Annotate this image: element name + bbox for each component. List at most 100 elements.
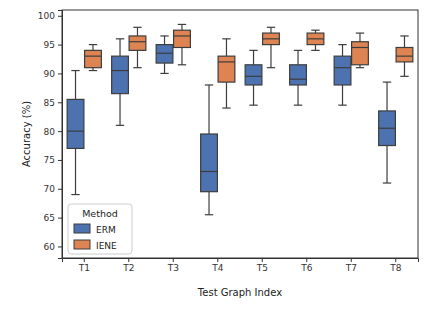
- cap-low: [311, 50, 319, 51]
- cap-high: [356, 32, 364, 33]
- median: [129, 41, 146, 42]
- y-tick-mark: [58, 102, 62, 103]
- whisker-low: [253, 85, 254, 105]
- whisker-low: [164, 63, 165, 73]
- box: [307, 30, 324, 50]
- box: [156, 36, 173, 73]
- whisker-high: [297, 50, 298, 64]
- y-tick: 100: [38, 11, 62, 21]
- cap-high: [338, 44, 346, 45]
- box-body: [201, 134, 218, 192]
- y-tick-label: 80: [44, 126, 56, 136]
- x-tick: T6: [300, 258, 312, 273]
- median: [396, 56, 413, 57]
- x-tick: T2: [122, 258, 134, 273]
- y-tick: 95: [44, 40, 62, 50]
- y-tick-mark: [58, 16, 62, 17]
- frame: [62, 10, 418, 258]
- y-tick-mark: [58, 160, 62, 161]
- y-tick: 80: [44, 126, 62, 136]
- whisker-high: [181, 24, 182, 30]
- whisker-high: [75, 71, 76, 100]
- x-tick-label: T6: [300, 263, 312, 273]
- y-tick-label: 65: [44, 213, 55, 223]
- legend-swatch: [74, 224, 90, 233]
- cap-low: [89, 70, 97, 71]
- x-tick-mark: [395, 258, 396, 262]
- x-tick-label: T1: [78, 263, 90, 273]
- y-tick-label: 70: [44, 184, 56, 194]
- median: [245, 76, 262, 77]
- whisker-high: [386, 82, 387, 111]
- whisker-low: [315, 45, 316, 51]
- whisker-low: [226, 82, 227, 108]
- whisker-high: [164, 36, 165, 45]
- box-body: [85, 50, 102, 67]
- x-tick-label: T5: [256, 263, 268, 273]
- x-axis-title: Test Graph Index: [197, 287, 282, 298]
- median: [174, 35, 191, 36]
- whisker-low: [404, 62, 405, 76]
- median: [156, 53, 173, 54]
- box: [67, 71, 84, 195]
- cap-low: [356, 67, 364, 68]
- cap-low: [222, 107, 230, 108]
- cap-high: [267, 27, 275, 28]
- y-tick-label: 100: [38, 11, 55, 21]
- legend-entry: IENE: [74, 240, 117, 251]
- box: [112, 39, 129, 126]
- x-tick: T1: [78, 258, 90, 273]
- box: [352, 33, 369, 68]
- whisker-high: [226, 39, 227, 56]
- y-tick-mark: [58, 218, 62, 219]
- x-axis: T1T2T3T4T5T6T7T8: [63, 258, 419, 273]
- whisker-high: [342, 45, 343, 57]
- box-body: [352, 42, 369, 65]
- x-tick-label: T4: [211, 263, 223, 273]
- whisker-high: [92, 45, 93, 51]
- whisker-high: [359, 33, 360, 42]
- box-body: [290, 65, 307, 85]
- box-body: [379, 111, 396, 146]
- cap-high: [249, 50, 257, 51]
- x-tick-mark: [217, 258, 218, 262]
- whisker-high: [137, 27, 138, 36]
- box-body: [218, 56, 235, 82]
- x-tick: T3: [167, 258, 179, 273]
- legend-title: Method: [82, 208, 118, 219]
- whisker-low: [270, 45, 271, 68]
- cap-low: [133, 67, 141, 68]
- cap-high: [222, 38, 230, 39]
- y-tick-mark: [58, 45, 62, 46]
- cap-high: [160, 35, 168, 36]
- cap-high: [178, 24, 186, 25]
- cap-low: [294, 105, 302, 106]
- cap-low: [267, 67, 275, 68]
- cap-low: [338, 105, 346, 106]
- legend-box: [68, 204, 132, 254]
- whisker-low: [119, 94, 120, 126]
- chart: 6065707580859095100T1T2T3T4T5T6T7T8Metho…: [0, 0, 424, 322]
- median: [352, 47, 369, 48]
- whisker-low: [75, 148, 76, 194]
- median: [201, 171, 218, 172]
- box: [201, 85, 218, 215]
- whisker-high: [270, 27, 271, 33]
- box: [174, 24, 191, 64]
- whisker-low: [386, 146, 387, 183]
- cap-high: [116, 38, 124, 39]
- box: [379, 82, 396, 183]
- box-body: [245, 65, 262, 85]
- median: [112, 70, 129, 71]
- y-tick: 65: [44, 213, 62, 223]
- y-tick-label: 75: [44, 155, 55, 165]
- box-body: [129, 36, 146, 50]
- whisker-high: [208, 85, 209, 134]
- y-tick: 85: [44, 98, 62, 108]
- cap-low: [178, 64, 186, 65]
- whisker-low: [137, 50, 138, 67]
- cap-low: [116, 125, 124, 126]
- cap-high: [71, 70, 79, 71]
- cap-high: [89, 44, 97, 45]
- y-tick-mark: [58, 73, 62, 74]
